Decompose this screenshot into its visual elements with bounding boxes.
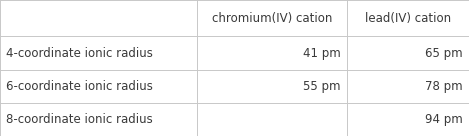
Text: 55 pm: 55 pm — [303, 80, 341, 93]
Text: 8-coordinate ionic radius: 8-coordinate ionic radius — [6, 113, 153, 126]
Text: 41 pm: 41 pm — [303, 47, 341, 60]
Text: chromium(IV) cation: chromium(IV) cation — [212, 12, 332, 25]
Text: 4-coordinate ionic radius: 4-coordinate ionic radius — [6, 47, 153, 60]
Text: 6-coordinate ionic radius: 6-coordinate ionic radius — [6, 80, 153, 93]
Text: 65 pm: 65 pm — [425, 47, 463, 60]
Text: lead(IV) cation: lead(IV) cation — [365, 12, 451, 25]
Text: 78 pm: 78 pm — [425, 80, 463, 93]
Text: 94 pm: 94 pm — [425, 113, 463, 126]
